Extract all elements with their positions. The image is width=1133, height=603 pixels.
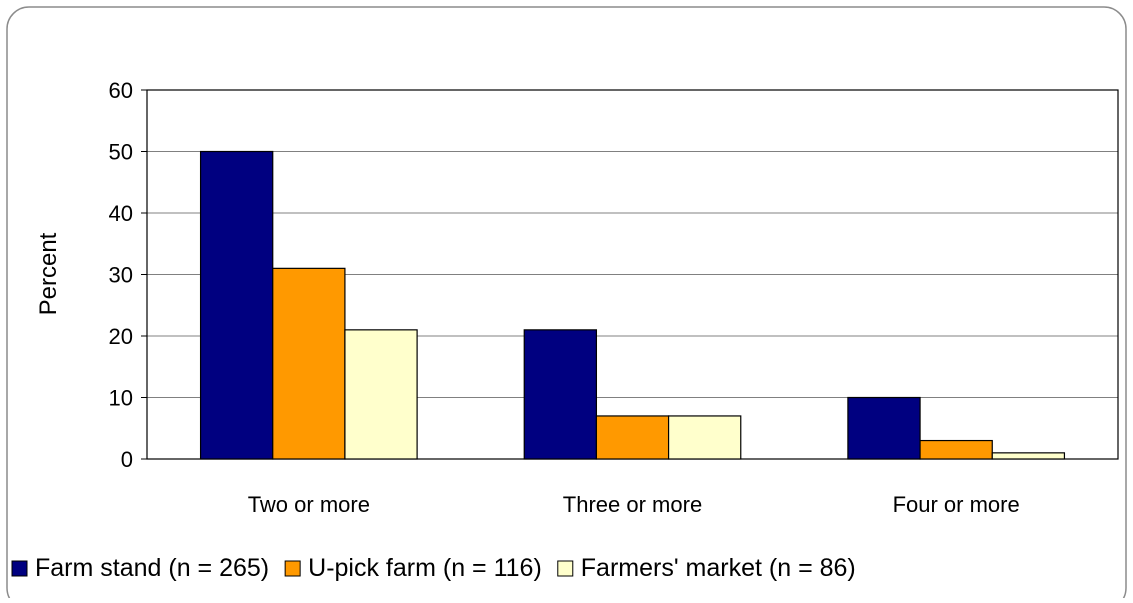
legend-swatch bbox=[284, 560, 301, 577]
bar bbox=[919, 439, 993, 460]
x-axis-categories: Two or more Three or more Four or more bbox=[248, 492, 1020, 517]
legend-label: Farm stand (n = 265) bbox=[35, 554, 269, 582]
y-tick-label: 50 bbox=[109, 140, 133, 165]
bars bbox=[199, 150, 1066, 460]
y-tick-label: 0 bbox=[121, 447, 133, 472]
bar bbox=[344, 329, 418, 460]
bar bbox=[199, 150, 274, 460]
legend-swatch bbox=[557, 560, 574, 577]
y-axis-ticks: 0 10 20 30 40 50 60 bbox=[109, 78, 147, 472]
bar bbox=[847, 396, 921, 460]
y-tick-label: 10 bbox=[109, 386, 133, 411]
legend-swatch bbox=[11, 560, 28, 577]
bar bbox=[667, 415, 742, 460]
bar bbox=[272, 267, 346, 460]
bar bbox=[991, 452, 1066, 460]
y-tick-label: 60 bbox=[109, 78, 133, 103]
legend-label: U-pick farm (n = 116) bbox=[308, 554, 542, 582]
y-tick-label: 30 bbox=[109, 263, 133, 288]
bar bbox=[595, 415, 670, 460]
y-tick-label: 20 bbox=[109, 324, 133, 349]
bar bbox=[523, 329, 598, 460]
y-tick-label: 40 bbox=[109, 201, 133, 226]
legend-label: Farmers' market (n = 86) bbox=[581, 554, 856, 582]
x-category-label: Three or more bbox=[563, 492, 702, 517]
x-category-label: Two or more bbox=[248, 492, 370, 517]
x-category-label: Four or more bbox=[893, 492, 1020, 517]
y-axis-title: Percent bbox=[35, 232, 62, 315]
legend: Farm stand (n = 265) U-pick farm (n = 116… bbox=[11, 554, 856, 582]
